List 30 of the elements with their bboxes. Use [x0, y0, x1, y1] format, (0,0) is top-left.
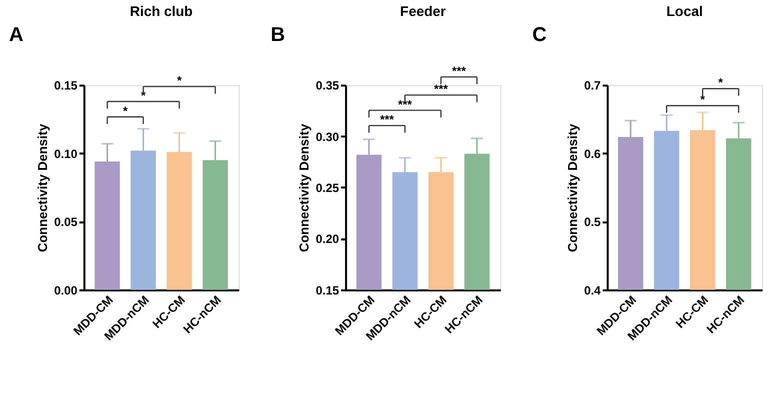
y-tick-label: 0.15: [316, 283, 340, 298]
y-tick-label: 0.30: [316, 130, 340, 144]
y-tick-label: 0.15: [54, 78, 78, 93]
y-tick-label: 0.10: [54, 146, 78, 161]
y-tick-label: 0.5: [584, 215, 602, 230]
annotation: *: [122, 104, 128, 118]
y-axis-title: Connectivity Density: [296, 123, 312, 252]
text: ***: [452, 64, 466, 78]
y-tick-label: 0.7: [584, 78, 602, 93]
y-tick-label: 0.25: [316, 180, 340, 195]
y-tick-label: 0.05: [54, 215, 78, 230]
chart-title: Feeder: [400, 3, 446, 20]
annotation: *: [176, 74, 182, 88]
y-tick-label: 0.6: [584, 146, 602, 161]
annotation: ***: [434, 82, 448, 96]
y-tick-label: 0.4: [584, 283, 602, 298]
text: A: [8, 24, 24, 46]
annotation: *: [718, 76, 724, 90]
text: C: [532, 24, 547, 46]
y-axis-title: Connectivity Density: [565, 123, 580, 252]
y-tick-label: 0.00: [54, 283, 78, 298]
chart-title: Local: [666, 3, 703, 20]
y-axis-title: Connectivity Density: [35, 123, 50, 252]
annotation: *: [700, 92, 706, 107]
annotation: ***: [380, 112, 394, 127]
y-tick-label: 0.20: [316, 232, 340, 246]
text: B: [270, 24, 286, 46]
annotation: ***: [398, 97, 412, 112]
y-tick-label: 0.35: [316, 78, 340, 93]
chart-title: Rich club: [130, 3, 193, 20]
